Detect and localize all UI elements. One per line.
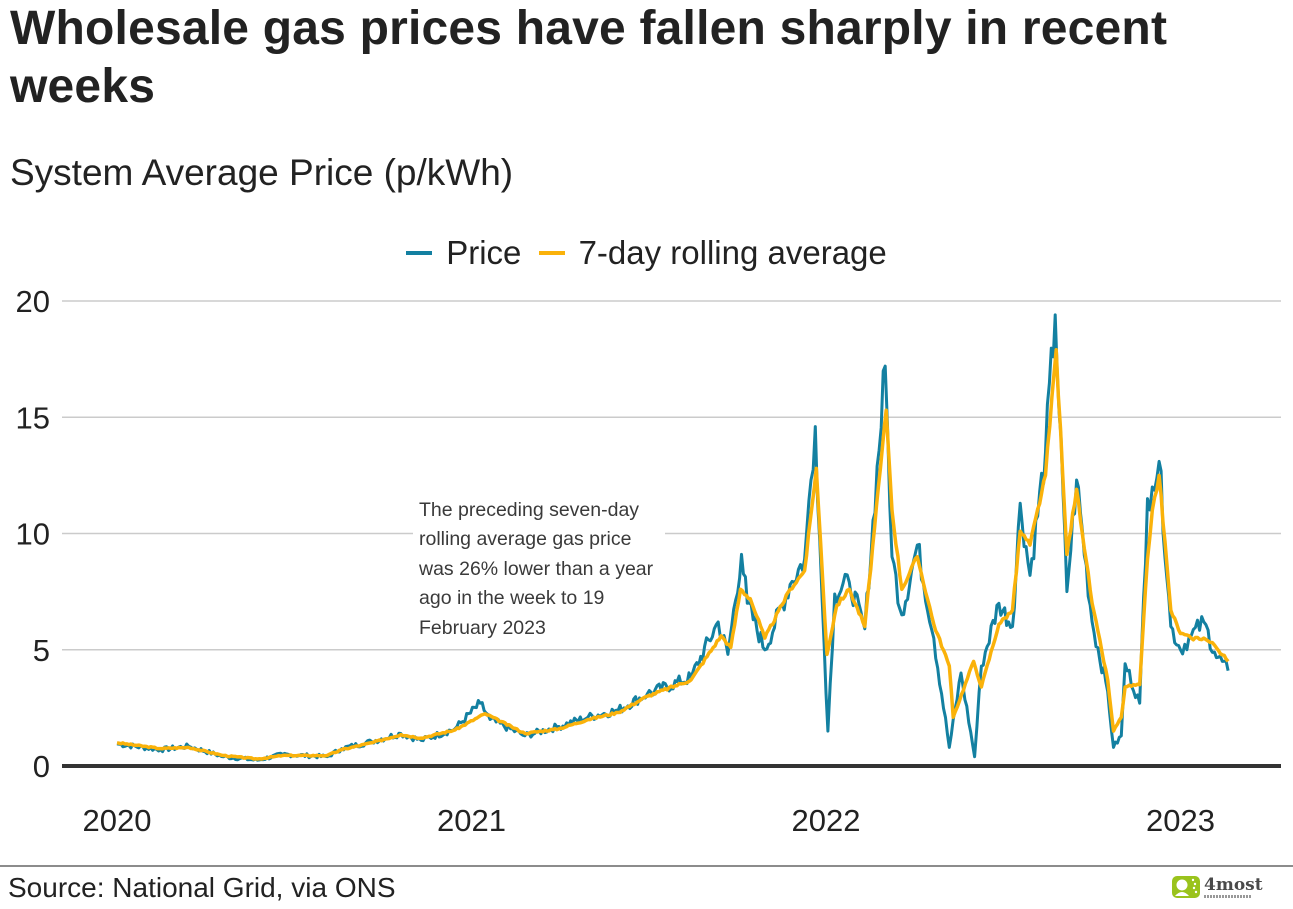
series-lines [116, 313, 1230, 762]
legend-item-rolling-average[interactable]: 7-day rolling average [538, 233, 887, 273]
y-tick-label: 10 [16, 517, 50, 552]
speech-bubble-logo-icon [1172, 876, 1200, 898]
legend-swatch-price [406, 251, 433, 255]
x-axis-ticks: 2020 2021 2022 2023 [83, 803, 1215, 838]
chart-annotation: The preceding seven-day rolling average … [413, 496, 665, 644]
gridlines [62, 300, 1281, 651]
legend-item-price[interactable]: Price [406, 233, 521, 273]
y-tick-label: 15 [16, 400, 50, 435]
series-line-price [116, 313, 1230, 762]
source-note: Source: National Grid, via ONS [8, 872, 396, 903]
legend: Price 7-day rolling average [0, 224, 1293, 273]
y-tick-label: 20 [16, 284, 50, 319]
chart-title: Wholesale gas prices have fallen sharply… [10, 2, 1168, 113]
y-tick-label: 0 [33, 749, 50, 784]
logo-wordmark: 4most [1204, 874, 1263, 895]
legend-swatch-rolling-average [538, 251, 565, 255]
y-axis-ticks: 0 5 10 15 20 [16, 284, 50, 784]
legend-label-price: Price [446, 234, 522, 271]
brand-logo: 4most [1172, 876, 1263, 898]
y-tick-label: 5 [33, 633, 50, 668]
x-tick-label: 2023 [1146, 803, 1215, 838]
footer-divider [0, 865, 1293, 867]
chart-subtitle: System Average Price (p/kWh) [10, 152, 514, 193]
series-line-rolling-average [116, 348, 1230, 761]
logo-tagline [1204, 894, 1252, 898]
legend-label-rolling-average: 7-day rolling average [578, 234, 887, 271]
x-tick-label: 2022 [792, 803, 861, 838]
x-tick-label: 2021 [437, 803, 506, 838]
x-tick-label: 2020 [83, 803, 152, 838]
